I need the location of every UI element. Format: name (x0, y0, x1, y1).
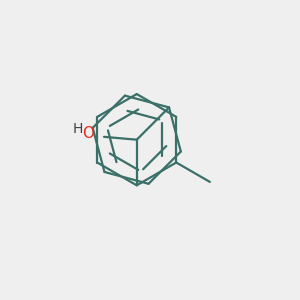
Text: H: H (72, 122, 83, 136)
Text: O: O (82, 126, 94, 141)
